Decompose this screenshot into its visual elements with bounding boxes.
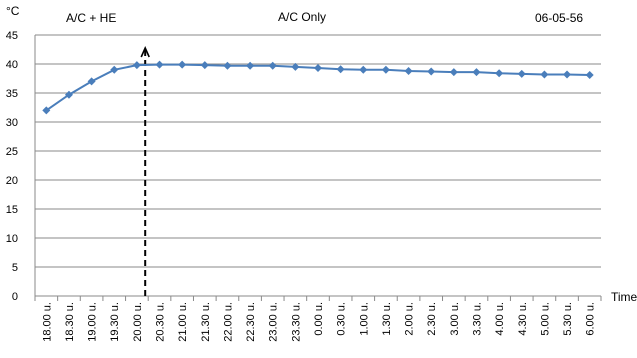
data-point	[110, 65, 119, 74]
x-tick-label: 21.30 u.	[200, 302, 212, 342]
x-tick-label: 18.00 u.	[41, 302, 53, 342]
x-tick-label: 18.30 u.	[64, 302, 76, 342]
x-tick-label: 2.00 u.	[404, 302, 416, 336]
ac-mode-divider	[140, 46, 150, 296]
ac-only-annotation: A/C Only	[278, 10, 327, 24]
data-point	[359, 65, 368, 74]
x-tick-label: 19.00 u.	[87, 302, 99, 342]
data-point	[87, 77, 96, 86]
data-point	[517, 69, 526, 78]
x-tick-label: 2.30 u.	[426, 302, 438, 336]
data-point	[495, 69, 504, 78]
x-tick-label: 0.00 u.	[313, 302, 325, 336]
data-point	[64, 90, 73, 99]
y-tick-label: 20	[6, 175, 18, 187]
x-tick-label: 5.30 u.	[562, 302, 574, 336]
data-point	[132, 61, 141, 70]
y-axis-unit-label: °C	[6, 4, 20, 18]
data-point	[540, 70, 549, 79]
data-point	[563, 70, 572, 79]
y-tick-label: 40	[6, 59, 18, 71]
data-point	[155, 60, 164, 69]
data-point	[42, 106, 51, 115]
x-tick-label: 4.30 u.	[517, 302, 529, 336]
x-tick-label: 6.00 u.	[585, 302, 597, 336]
y-tick-labels: 0 5 10 15 20 25 30 35 40 45	[6, 30, 18, 303]
date-annotation: 06-05-56	[535, 11, 584, 25]
data-point	[246, 61, 255, 70]
series-group	[42, 60, 594, 115]
data-point	[268, 61, 277, 70]
x-tick-label: 23.00 u.	[268, 302, 280, 342]
y-tick-label: 5	[12, 262, 18, 274]
x-tick-label: 4.00 u.	[494, 302, 506, 336]
x-tick-label: 3.30 u.	[471, 302, 483, 336]
x-tick-label: 23.30 u.	[290, 302, 302, 342]
x-tick-label: 19.30 u.	[109, 302, 121, 342]
x-axis-title: Time	[611, 290, 637, 304]
x-tick-label: 22.30 u.	[245, 302, 257, 342]
data-point	[449, 68, 458, 77]
x-tick-label: 20.30 u.	[155, 302, 167, 342]
x-tick-label: 3.00 u.	[449, 302, 461, 336]
divider-arrow	[140, 46, 150, 58]
data-point	[291, 62, 300, 71]
gridlines	[34, 34, 602, 301]
data-point	[472, 68, 481, 77]
x-tick-label: 1.00 u.	[358, 302, 370, 336]
x-tick-labels: 18.00 u. 18.30 u. 19.00 u. 19.30 u. 20.00 u.…	[41, 302, 596, 342]
x-tick-label: 1.30 u.	[381, 302, 393, 336]
data-point	[381, 65, 390, 74]
data-point	[336, 65, 345, 74]
x-tick-label: 20.00 u.	[132, 302, 144, 342]
y-tick-label: 45	[6, 30, 18, 42]
data-point	[200, 61, 209, 70]
data-point	[404, 66, 413, 75]
y-tick-label: 35	[6, 88, 18, 100]
data-point	[178, 60, 187, 69]
x-tick-label: 0.30 u.	[336, 302, 348, 336]
data-point	[427, 67, 436, 76]
ac-plus-he-annotation: A/C + HE	[66, 11, 117, 25]
data-point	[223, 61, 232, 70]
data-point	[585, 71, 594, 80]
x-tick-label: 5.00 u.	[539, 302, 551, 336]
x-tick-label: 21.00 u.	[177, 302, 189, 342]
y-tick-label: 25	[6, 146, 18, 158]
y-tick-label: 10	[6, 233, 18, 245]
y-tick-label: 30	[6, 117, 18, 129]
data-point	[314, 64, 322, 73]
x-tick-label: 22.00 u.	[222, 302, 234, 342]
y-tick-label: 15	[6, 204, 18, 216]
y-tick-label: 0	[12, 291, 18, 303]
